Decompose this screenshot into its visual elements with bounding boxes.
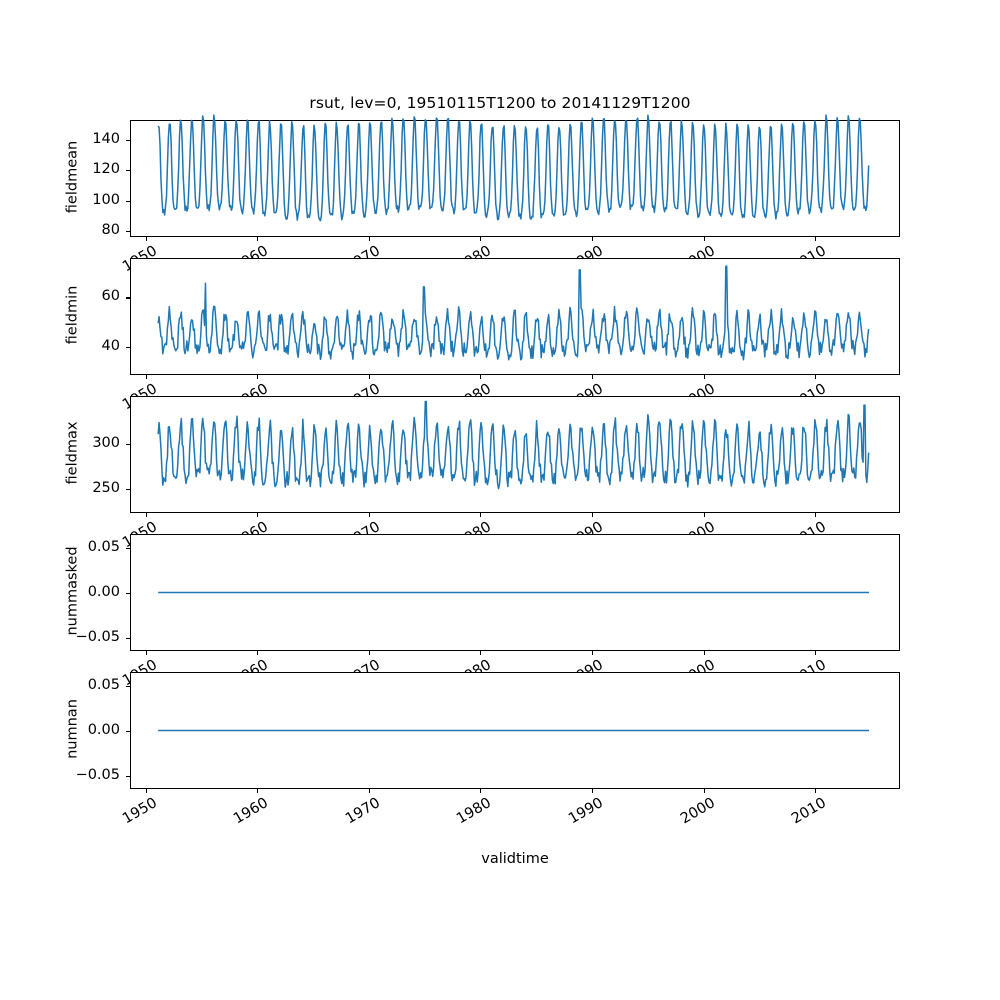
y-tick-mark-fieldmin-0 [126, 346, 130, 348]
x-tick-mark-nummasked-2 [368, 651, 370, 655]
x-tick-mark-nummasked-0 [145, 651, 147, 655]
y-tick-label-fieldmean-3: 140 [92, 130, 120, 147]
x-tick-mark-nummasked-1 [257, 651, 259, 655]
y-tick-label-nummasked-0: 0.05 [87, 538, 120, 555]
y-tick-mark-fieldmax-1 [126, 443, 130, 445]
x-tick-mark-fieldmean-1 [257, 237, 259, 241]
x-tick-mark-fieldmin-5 [703, 375, 705, 379]
y-tick-mark-fieldmean-0 [126, 230, 130, 233]
y-tick-mark-nummasked-2 [126, 637, 130, 639]
x-tick-mark-fieldmax-0 [145, 513, 147, 517]
y-tick-mark-fieldmean-2 [126, 170, 130, 172]
x-tick-label-numnan-2: 1970 [342, 795, 383, 828]
x-tick-label-numnan-5: 2000 [677, 795, 718, 828]
x-tick-mark-fieldmin-0 [145, 375, 147, 379]
x-tick-mark-fieldmean-5 [703, 237, 705, 241]
x-tick-mark-fieldmin-1 [257, 375, 259, 379]
series-plot-fieldmin [131, 259, 899, 374]
x-tick-mark-fieldmax-2 [368, 513, 370, 517]
x-axis-label: validtime [481, 851, 549, 867]
y-tick-label-numnan-2: −0.05 [75, 766, 120, 783]
series-plot-fieldmax [131, 397, 899, 512]
x-tick-mark-fieldmin-4 [592, 375, 594, 379]
data-line-fieldmax [158, 401, 868, 488]
x-tick-label-numnan-4: 1990 [566, 795, 606, 828]
y-tick-mark-fieldmax-0 [126, 489, 130, 491]
x-tick-mark-fieldmin-3 [480, 375, 482, 379]
data-line-fieldmin [158, 266, 868, 360]
x-tick-label-numnan-1: 1960 [231, 795, 272, 828]
x-tick-mark-fieldmin-2 [368, 375, 370, 379]
y-tick-label-fieldmax-1: 300 [92, 434, 120, 451]
x-tick-mark-fieldmean-6 [815, 237, 817, 241]
y-tick-label-numnan-1: 0.00 [87, 721, 120, 738]
x-tick-mark-numnan-6 [815, 789, 817, 793]
x-tick-mark-fieldmean-4 [592, 237, 594, 241]
y-tick-mark-nummasked-0 [126, 547, 130, 549]
y-tick-mark-numnan-2 [126, 775, 130, 777]
y-tick-label-fieldmin-1: 60 [101, 288, 120, 305]
y-tick-label-fieldmean-2: 120 [92, 161, 120, 178]
y-tick-label-fieldmean-1: 100 [92, 191, 120, 208]
x-tick-mark-nummasked-5 [703, 651, 705, 655]
x-tick-label-numnan-3: 1980 [454, 795, 495, 828]
x-tick-mark-fieldmax-4 [592, 513, 594, 517]
x-tick-mark-fieldmax-6 [815, 513, 817, 517]
x-tick-mark-numnan-1 [257, 789, 259, 793]
x-tick-mark-numnan-2 [368, 789, 370, 793]
plot-panel-fieldmax [130, 396, 900, 513]
figure-title: rsut, lev=0, 19510115T1200 to 20141129T1… [309, 94, 691, 112]
series-plot-numnan [131, 673, 899, 788]
series-plot-nummasked [131, 535, 899, 650]
x-tick-mark-fieldmax-1 [257, 513, 259, 517]
y-tick-mark-numnan-1 [126, 730, 130, 732]
data-line-fieldmean [158, 115, 868, 221]
x-tick-mark-fieldmin-6 [815, 375, 817, 379]
x-tick-mark-nummasked-6 [815, 651, 817, 655]
plot-panel-numnan [130, 672, 900, 789]
plot-panel-nummasked [130, 534, 900, 651]
y-tick-label-numnan-0: 0.05 [87, 676, 120, 693]
y-tick-label-nummasked-1: 0.00 [87, 583, 120, 600]
y-tick-mark-nummasked-1 [126, 592, 130, 594]
plot-panel-fieldmean [130, 120, 900, 237]
x-tick-mark-fieldmean-0 [145, 237, 147, 241]
x-tick-mark-numnan-0 [145, 789, 147, 793]
x-tick-mark-fieldmean-3 [480, 237, 482, 241]
y-tick-mark-fieldmin-1 [126, 297, 130, 299]
y-tick-label-fieldmean-0: 80 [101, 221, 120, 238]
y-tick-mark-fieldmean-1 [126, 200, 130, 202]
x-tick-mark-nummasked-4 [592, 651, 594, 655]
plot-panel-fieldmin [130, 258, 900, 375]
x-tick-mark-numnan-5 [703, 789, 705, 793]
y-tick-mark-numnan-0 [126, 685, 130, 687]
x-tick-label-numnan-0: 1950 [119, 795, 160, 828]
x-tick-mark-fieldmean-2 [368, 237, 370, 241]
y-tick-mark-fieldmean-3 [126, 139, 130, 141]
x-tick-mark-fieldmax-5 [703, 513, 705, 517]
x-tick-mark-numnan-3 [480, 789, 482, 793]
x-tick-mark-nummasked-3 [480, 651, 482, 655]
y-axis-label-fieldmin: fieldmin [64, 285, 80, 344]
series-plot-fieldmean [131, 121, 899, 236]
y-tick-label-fieldmax-0: 250 [92, 480, 120, 497]
x-tick-mark-numnan-4 [592, 789, 594, 793]
x-tick-mark-fieldmax-3 [480, 513, 482, 517]
y-tick-label-nummasked-2: −0.05 [75, 628, 120, 645]
y-tick-label-fieldmin-0: 40 [101, 337, 120, 354]
x-tick-label-numnan-6: 2010 [789, 795, 830, 828]
